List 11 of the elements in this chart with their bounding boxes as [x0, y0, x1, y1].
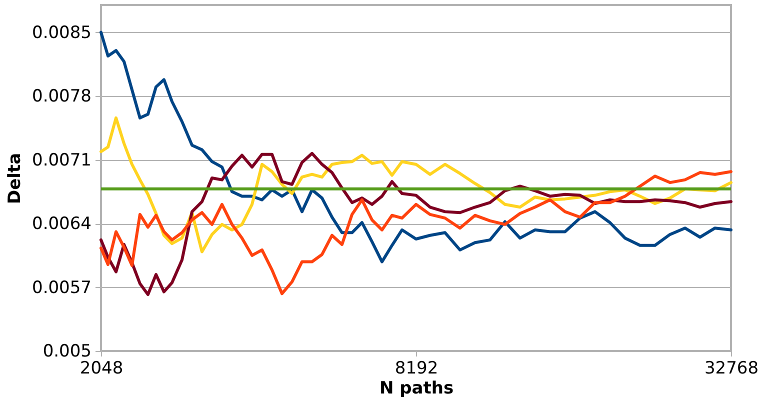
- y-axis-title: Delta: [5, 152, 26, 204]
- y-tick-label: 0.0057: [32, 278, 92, 298]
- x-tick-label: 2048: [80, 358, 124, 378]
- x-axis-title: N paths: [379, 378, 454, 398]
- y-tick-label: 0.005: [42, 342, 92, 362]
- x-tick-label: 8192: [394, 358, 438, 378]
- y-tick-label: 0.0085: [32, 22, 92, 43]
- y-tick-label: 0.0078: [32, 86, 92, 107]
- y-tick-label: 0.0064: [32, 214, 92, 234]
- y-tick-label: 0.0071: [32, 150, 92, 170]
- x-tick-label: 32768: [704, 358, 759, 378]
